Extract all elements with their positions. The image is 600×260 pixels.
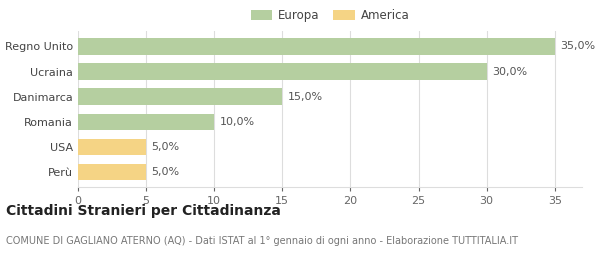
Text: COMUNE DI GAGLIANO ATERNO (AQ) - Dati ISTAT al 1° gennaio di ogni anno - Elabora: COMUNE DI GAGLIANO ATERNO (AQ) - Dati IS… [6, 236, 518, 246]
Bar [78, 88, 283, 105]
Text: 5,0%: 5,0% [152, 167, 179, 177]
Bar [78, 164, 146, 180]
Text: 30,0%: 30,0% [492, 67, 527, 76]
Bar [78, 139, 146, 155]
Text: 10,0%: 10,0% [220, 117, 255, 127]
Text: 35,0%: 35,0% [560, 41, 595, 51]
Bar [78, 114, 214, 130]
Text: 15,0%: 15,0% [288, 92, 323, 102]
Text: Cittadini Stranieri per Cittadinanza: Cittadini Stranieri per Cittadinanza [6, 204, 281, 218]
Legend: Europa, America: Europa, America [251, 9, 409, 22]
Text: 5,0%: 5,0% [152, 142, 179, 152]
Bar [78, 38, 555, 55]
Bar [78, 63, 487, 80]
